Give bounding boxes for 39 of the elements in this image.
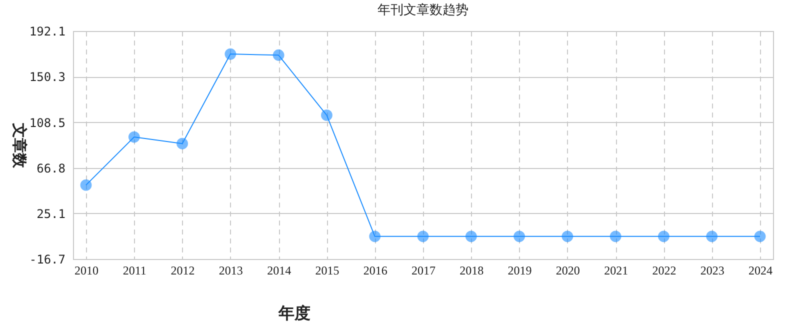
- x-tick-label: 2020: [556, 264, 580, 278]
- point: [658, 230, 670, 242]
- point: [610, 230, 622, 242]
- point: [562, 230, 574, 242]
- x-tick-label: 2014: [267, 264, 292, 278]
- x-tick-label: 2019: [508, 264, 532, 278]
- x-tick-label: 2015: [315, 264, 340, 278]
- point: [706, 230, 718, 242]
- point: [417, 230, 429, 242]
- x-tick-label: 2010: [74, 264, 98, 278]
- x-tick-label: 2018: [460, 264, 484, 278]
- y-axis-title: 文章数: [10, 122, 28, 169]
- point: [224, 48, 236, 60]
- x-tick-label: 2017: [412, 264, 436, 278]
- point: [321, 110, 332, 121]
- y-tick-label: 25.1: [36, 206, 66, 221]
- point: [369, 230, 381, 242]
- x-axis-title: 年度: [278, 304, 310, 322]
- y-tick-label: 108.5: [29, 116, 66, 130]
- point: [80, 179, 92, 191]
- y-tick-label: 150.3: [29, 70, 66, 84]
- y-tick-label: 192.1: [29, 24, 66, 38]
- x-tick-label: 2024: [748, 264, 772, 278]
- point: [465, 230, 477, 242]
- point: [514, 230, 525, 242]
- x-tick-label: 2013: [218, 264, 243, 278]
- x-tick-label: 2022: [652, 264, 676, 278]
- x-tick-label: 2016: [363, 264, 388, 278]
- y-tick-label: -16.7: [29, 252, 66, 266]
- point: [176, 138, 188, 150]
- x-tick-label: 2012: [170, 264, 195, 278]
- point: [128, 131, 140, 143]
- point: [754, 230, 766, 242]
- x-tick-label: 2011: [122, 264, 146, 278]
- point: [272, 49, 284, 61]
- chart-title: 年刊文章数趋势: [378, 2, 468, 17]
- x-tick-label: 2023: [700, 264, 724, 278]
- y-tick-label: 66.8: [36, 161, 66, 176]
- x-tick-label: 2021: [604, 264, 628, 278]
